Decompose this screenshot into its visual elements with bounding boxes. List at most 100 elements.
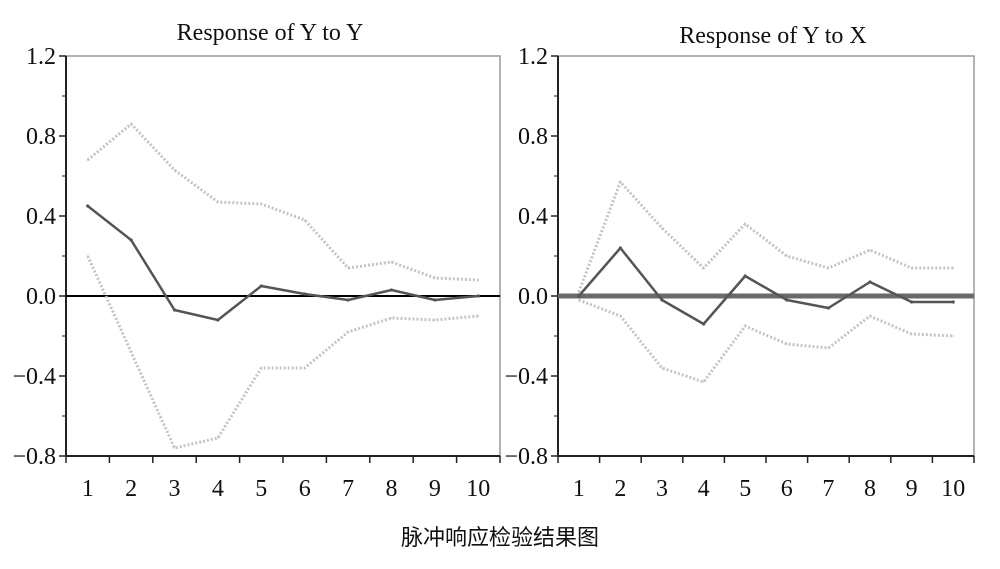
data-point-upper [702,267,705,269]
data-point-lower [217,437,219,439]
data-point-upper [869,249,871,251]
data-point-response [785,298,789,302]
data-point-response [951,300,955,304]
chart-response-y-to-y: Response of Y to Y 1.2 0.8 0.4 0.0 −0.4 −0.8 1… [12,20,501,502]
chart-title: Response of Y to X [679,23,867,49]
y-tick-label: −0.8 [504,444,548,470]
data-point-upper [173,169,176,171]
data-point-lower [578,299,580,301]
series-line-lower [86,255,479,450]
x-tick-label: 4 [698,476,710,502]
y-tick-label: −0.4 [504,364,548,390]
x-tick-label: 4 [212,476,224,502]
data-point-upper [390,261,393,263]
x-tick-label: 6 [781,476,793,502]
data-point-response [129,238,133,242]
data-point-lower [347,331,349,333]
data-point-response [86,204,90,208]
data-point-response [660,298,664,302]
data-point-upper [260,203,263,205]
data-point-response [216,318,220,322]
y-tick-label: 0.0 [26,284,56,310]
plot-frame [557,55,975,457]
x-tick-label: 8 [864,476,876,502]
series-line-upper [86,122,479,282]
data-point-lower [86,255,89,257]
x-tick-label: 2 [614,476,626,502]
x-tick-label: 6 [299,476,311,502]
data-point-lower [477,315,480,317]
y-tick-label: 1.2 [518,44,548,70]
data-point-upper [303,219,306,221]
figure-caption: 脉冲响应检验结果图 [400,526,599,551]
data-point-lower [661,367,663,369]
data-point-response [868,280,872,284]
data-point-response [702,322,706,326]
data-point-upper [578,291,580,293]
y-tick-label: 1.2 [26,44,56,70]
data-point-upper [477,279,480,281]
y-tick-label: 0.0 [518,284,548,310]
x-tick-label: 2 [125,476,137,502]
data-point-lower [952,335,954,337]
x-tick-label: 3 [169,476,181,502]
y-tick-label: 0.8 [518,124,548,150]
chart-response-y-to-x: Response of Y to X 1.2 0.8 0.4 0.0 −0.4 −0.8 1… [504,23,975,502]
data-point-response [910,300,914,304]
data-point-response [259,284,263,288]
chart-title: Response of Y to Y [177,20,364,46]
data-point-upper [347,267,349,269]
x-tick-label: 5 [255,476,267,502]
data-point-upper [130,123,132,125]
data-point-response [303,292,307,296]
data-point-lower [827,347,830,349]
data-point-response [172,308,177,312]
x-tick-label: 9 [429,476,441,502]
data-point-lower [786,343,788,345]
x-tick-label: 1 [82,476,94,502]
data-point-lower [619,315,622,317]
data-point-upper [217,201,219,203]
series-line-response [86,205,479,322]
data-point-upper [434,277,436,279]
data-point-lower [434,319,436,321]
data-point-response [826,306,830,310]
data-point-response [389,288,394,292]
y-tick-label: 0.8 [26,124,56,150]
x-tick-label: 9 [906,476,918,502]
data-point-lower [303,367,306,369]
series-line-response [577,246,954,326]
data-point-lower [260,367,263,369]
x-tick-label: 5 [739,476,751,502]
data-point-upper [952,267,954,269]
x-tick-label: 7 [822,476,834,502]
data-point-response [476,294,480,298]
data-point-lower [744,325,746,327]
series-line-upper [577,180,954,293]
data-point-lower [910,333,913,335]
x-tick-label: 7 [342,476,354,502]
y-tick-label: 0.4 [26,204,56,230]
data-point-upper [786,255,788,257]
data-point-upper [619,181,622,183]
series-line-lower [578,298,954,384]
data-point-upper [86,159,89,161]
y-tick-label: −0.4 [12,364,56,390]
x-tick-label: 3 [656,476,668,502]
data-point-lower [173,447,176,449]
data-point-response [433,298,437,302]
data-point-response [743,274,747,278]
x-tick-label: 10 [941,476,965,502]
data-point-upper [910,267,913,269]
data-point-lower [702,381,705,383]
data-point-upper [661,227,663,229]
plot-frame [65,55,501,457]
data-point-response [577,294,581,298]
data-point-response [346,298,350,302]
data-point-upper [744,223,746,225]
y-tick-label: −0.8 [12,444,56,470]
data-point-response [618,246,622,250]
data-point-upper [827,267,830,269]
x-tick-label: 1 [573,476,585,502]
